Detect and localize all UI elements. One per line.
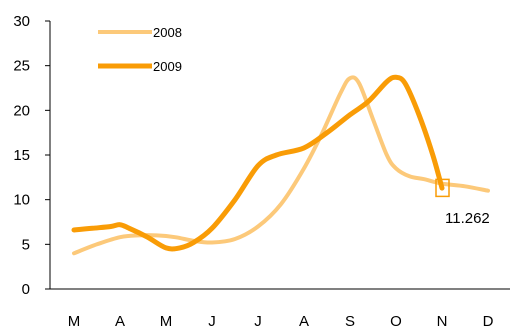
x-tick-label: D	[483, 313, 494, 330]
x-tick-label: M	[160, 313, 173, 330]
y-axis-ticks: 0 5 10 15 20 25 30	[13, 13, 50, 298]
x-tick-label: S	[345, 313, 355, 330]
legend-label-2008: 2008	[153, 25, 182, 40]
x-tick-label: O	[390, 313, 402, 330]
legend: 2008 2009	[98, 25, 182, 74]
x-tick-label: J	[254, 313, 262, 330]
y-tick-label: 30	[13, 13, 30, 30]
highlight-marker	[435, 178, 450, 198]
x-tick-label: N	[437, 313, 448, 330]
y-tick-label: 0	[22, 281, 30, 298]
y-tick-label: 5	[22, 236, 30, 253]
series-line-2008	[72, 75, 490, 256]
series-layer	[71, 74, 490, 256]
x-tick-label: M	[68, 313, 81, 330]
x-tick-label: J	[208, 313, 216, 330]
legend-label-2009: 2009	[153, 59, 182, 74]
y-tick-label: 20	[13, 102, 30, 119]
annotation-value-label: 11.262	[445, 210, 490, 227]
y-tick-label: 10	[13, 192, 30, 209]
x-tick-label: A	[115, 313, 125, 330]
y-tick-label: 25	[13, 58, 30, 75]
x-tick-label: A	[299, 313, 309, 330]
y-tick-label: 15	[13, 147, 30, 164]
series-line-2009	[71, 74, 445, 252]
